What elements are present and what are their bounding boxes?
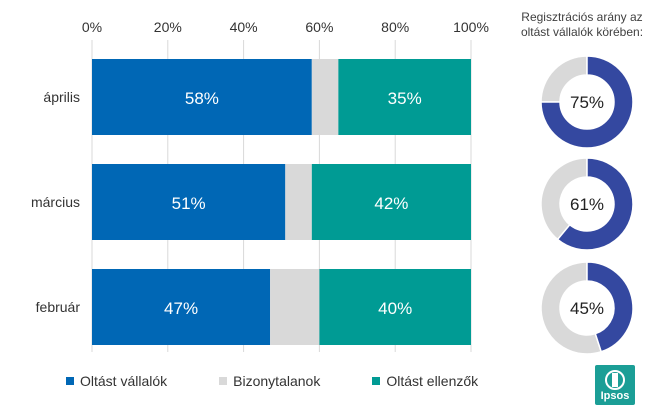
bar-segment-1-2 <box>311 164 471 240</box>
donut-slice-2 <box>586 261 634 353</box>
x-tick-label-4: 80% <box>381 19 409 35</box>
donut-label-2: 45% <box>570 299 604 318</box>
data-label-2-0: 47% <box>164 299 198 318</box>
bar-segment-0-2 <box>338 59 471 135</box>
donut-label-0: 75% <box>570 93 604 112</box>
x-tick-label-0: 0% <box>82 19 102 35</box>
donut-title: Regisztrációs arány az oltást vállalók k… <box>502 10 662 40</box>
legend-label-ellenzok: Oltást ellenzők <box>386 373 479 389</box>
legend-item-vallalok: Oltást vállalók <box>66 373 167 389</box>
data-label-1-2: 42% <box>374 194 408 213</box>
legend: Oltást vállalók Bizonytalanok Oltást ell… <box>66 373 478 389</box>
x-tick-label-2: 40% <box>230 19 258 35</box>
bar-segment-1-0 <box>92 164 286 240</box>
legend-swatch-vallalok <box>66 377 74 385</box>
category-label-0: április <box>43 89 80 105</box>
bar-segment-0-0 <box>92 59 312 135</box>
ipsos-logo-mark <box>605 370 625 390</box>
x-tick-label-1: 20% <box>154 19 182 35</box>
category-label-1: március <box>31 194 80 210</box>
legend-swatch-bizonytalanok <box>219 377 228 385</box>
donut-label-1: 61% <box>570 195 604 214</box>
data-label-1-0: 51% <box>172 194 206 213</box>
data-label-2-2: 40% <box>378 299 412 318</box>
legend-item-bizonytalanok: Bizonytalanok <box>219 373 320 389</box>
bar-segment-2-1 <box>270 269 320 345</box>
category-label-2: február <box>36 299 81 315</box>
x-tick-label-5: 100% <box>453 19 489 35</box>
legend-label-vallalok: Oltást vállalók <box>80 373 168 389</box>
bar-segment-0-1 <box>311 59 339 135</box>
legend-item-ellenzok: Oltást ellenzők <box>372 373 478 389</box>
donut-slice-0 <box>540 55 634 149</box>
data-label-0-2: 35% <box>388 89 422 108</box>
legend-swatch-ellenzok <box>372 377 381 385</box>
bar-segment-1-1 <box>285 164 312 240</box>
bar-segment-2-0 <box>92 269 271 345</box>
ipsos-logo-text: Ipsos <box>600 390 630 402</box>
ipsos-logo: Ipsos <box>595 365 635 405</box>
x-tick-label-3: 60% <box>305 19 333 35</box>
bar-segment-2-2 <box>319 269 471 345</box>
legend-label-bizonytalanok: Bizonytalanok <box>233 373 321 389</box>
donut-remainder-2 <box>540 261 603 355</box>
donut-slice-1 <box>556 157 634 251</box>
data-label-0-0: 58% <box>185 89 219 108</box>
donut-title-line-2: oltást vállalók körében: <box>520 25 644 39</box>
donut-title-line-1: Regisztrációs arány az <box>521 10 643 24</box>
